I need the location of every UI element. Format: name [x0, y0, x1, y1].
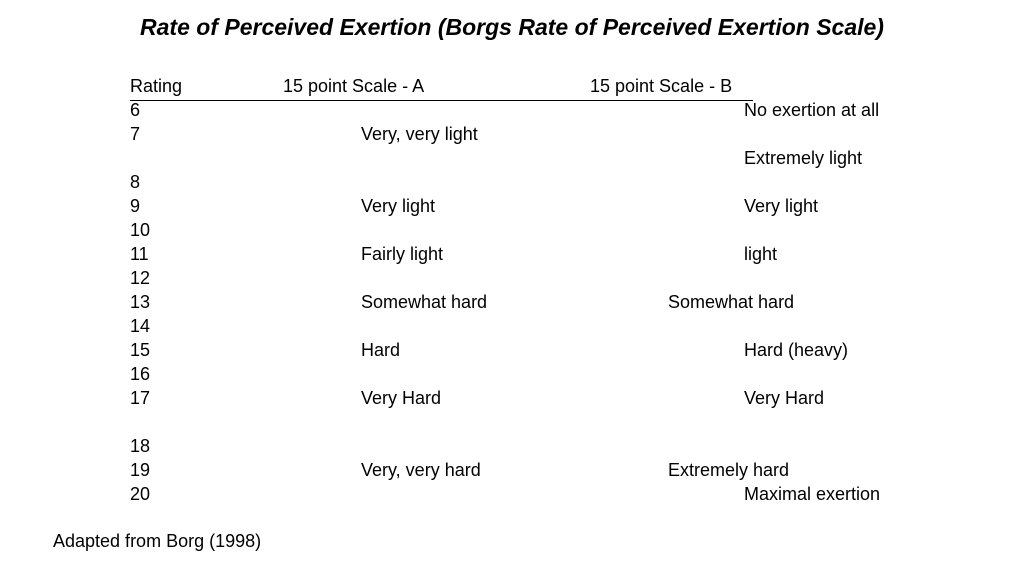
table-row: 16 [0, 364, 1024, 388]
scale-b-cell: light [744, 244, 778, 264]
table-row: 6 No exertion at all [0, 100, 1024, 124]
table-row: 19 Very, very hard Extremely hard [0, 460, 1024, 484]
rating-cell: 13 [130, 292, 151, 312]
rating-cell: 18 [130, 436, 151, 456]
scale-a-cell: Very, very hard [361, 460, 481, 480]
rating-cell: 9 [130, 196, 141, 216]
rating-cell: 7 [130, 124, 141, 144]
rating-cell: 6 [130, 100, 141, 120]
scale-a-cell: Very light [361, 196, 436, 216]
table-row: 7 Very, very light [0, 124, 1024, 148]
table-row: 10 [0, 220, 1024, 244]
table-row [0, 412, 1024, 436]
table-row: 8 [0, 172, 1024, 196]
scale-b-cell: Very light [744, 196, 819, 216]
table-row: 11 Fairly light light [0, 244, 1024, 268]
scale-a-cell: Fairly light [361, 244, 444, 264]
scale-b-cell: Extremely light [744, 148, 863, 168]
table-row: 13 Somewhat hard Somewhat hard [0, 292, 1024, 316]
rating-cell: 8 [130, 172, 141, 192]
table-row: 18 [0, 436, 1024, 460]
scale-b-cell: Hard (heavy) [744, 340, 849, 360]
header-scale-b: 15 point Scale - B [590, 76, 733, 96]
header-scale-a: 15 point Scale - A [283, 76, 425, 96]
table-row: 20 Maximal exertion [0, 484, 1024, 508]
table-row: 15 Hard Hard (heavy) [0, 340, 1024, 364]
rating-cell: 15 [130, 340, 151, 360]
scale-b-cell: Very Hard [744, 388, 825, 408]
rating-cell: 19 [130, 460, 151, 480]
rating-cell: 20 [130, 484, 151, 504]
table-row: 17 Very Hard Very Hard [0, 388, 1024, 412]
table-header: Rating 15 point Scale - A 15 point Scale… [130, 76, 753, 101]
rating-cell: 17 [130, 388, 151, 408]
page-title: Rate of Perceived Exertion (Borgs Rate o… [140, 14, 884, 40]
table-row: 14 [0, 316, 1024, 340]
table-row: Extremely light [0, 148, 1024, 172]
scale-b-cell: Extremely hard [668, 460, 790, 480]
rating-cell: 14 [130, 316, 151, 336]
rating-cell: 16 [130, 364, 151, 384]
scale-b-cell: Maximal exertion [744, 484, 881, 504]
scale-a-cell: Very Hard [361, 388, 442, 408]
table-row: 12 [0, 268, 1024, 292]
scale-b-cell: Somewhat hard [668, 292, 795, 312]
header-rating: Rating [130, 76, 183, 96]
rating-cell: 10 [130, 220, 151, 240]
rating-cell: 12 [130, 268, 151, 288]
scale-b-cell: No exertion at all [744, 100, 880, 120]
scale-a-cell: Hard [361, 340, 401, 360]
scale-a-cell: Very, very light [361, 124, 478, 144]
scale-a-cell: Somewhat hard [361, 292, 488, 312]
source-citation: Adapted from Borg (1998) [53, 531, 262, 551]
table-row: 9 Very light Very light [0, 196, 1024, 220]
rating-cell: 11 [130, 244, 149, 264]
